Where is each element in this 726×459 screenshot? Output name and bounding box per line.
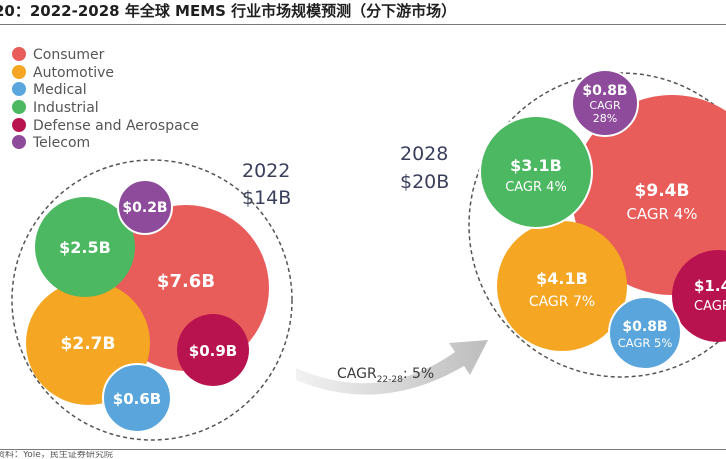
growth-arrow-shape	[296, 340, 488, 395]
cagr-22-28-label: CAGR22-28: 5%	[337, 366, 434, 385]
legend-label: Defense and Aerospace	[33, 118, 199, 134]
bubble-2028-industrial: $3.1B CAGR 4%	[479, 115, 593, 229]
bubble-value-label: $0.9B	[189, 342, 237, 360]
bubble-circle	[497, 221, 627, 351]
bubble-value-label: $9.4B	[635, 181, 690, 201]
bubble-circle	[117, 179, 173, 235]
title-divider	[0, 24, 726, 25]
bubble-value-label: $3.1B	[510, 156, 562, 175]
legend-swatch	[12, 47, 26, 61]
legend-swatch	[12, 82, 26, 96]
legend-swatch	[12, 100, 26, 114]
bubble-value-label: $0.8B	[582, 83, 627, 99]
bubble-2028-telecom: $0.8B CAGR 28%	[571, 69, 639, 137]
bubble-2028-medical: $0.8B CAGR 5%	[608, 296, 682, 370]
bubble-2022-medical: $0.6B	[102, 363, 172, 433]
year-label-2028: 2028	[400, 143, 448, 165]
bubble-circle	[35, 197, 135, 297]
legend-item-defense: Defense and Aerospace	[12, 118, 199, 134]
bubble-2022-defense: $0.9B	[177, 314, 249, 386]
bubble-value-label: $0.8B	[622, 319, 667, 335]
bubble-circle	[571, 69, 639, 137]
legend-swatch	[12, 135, 26, 149]
bubble-cagr-label: CAGR	[694, 299, 726, 314]
legend-label: Consumer	[33, 47, 105, 63]
bubble-cagr-label: 28%	[593, 112, 617, 125]
legend-swatch	[12, 65, 26, 79]
bubble-value-label: $4.1B	[536, 269, 588, 288]
bubble-circle	[672, 250, 726, 342]
bubble-2028-automotive: $4.1B CAGR 7%	[497, 221, 627, 351]
bubble-cagr-label: CAGR	[589, 99, 621, 112]
total-label-2028: $20B	[400, 171, 449, 193]
bubble-circle	[479, 115, 593, 229]
legend-swatch	[12, 118, 26, 132]
bubble-value-label: $1.4	[694, 277, 726, 295]
bubble-value-label: $0.2B	[122, 200, 167, 216]
legend-label: Industrial	[33, 100, 99, 116]
year-label-2022: 2022	[242, 160, 290, 182]
total-label-2022: $14B	[242, 187, 291, 209]
legend-item-consumer: Consumer	[12, 47, 105, 63]
bubble-2028-defense: $1.4 CAGR	[672, 250, 726, 342]
growth-arrow: CAGR22-28: 5%	[296, 340, 488, 395]
footer-divider	[0, 449, 726, 450]
bubble-value-label: $7.6B	[157, 271, 215, 292]
bubble-cagr-label: CAGR 4%	[626, 205, 697, 223]
bubble-circle	[608, 296, 682, 370]
bubble-cagr-label: CAGR 5%	[618, 336, 673, 350]
chart-title: 20：2022-2028 年全球 MEMS 行业市场规模预测（分下游市场）	[0, 2, 457, 20]
legend-item-medical: Medical	[12, 82, 87, 98]
bubble-value-label: $2.7B	[61, 334, 116, 354]
bubble-value-label: $0.6B	[113, 390, 161, 408]
legend-label: Medical	[33, 82, 87, 98]
bubble-cluster-2028: $9.4B CAGR 4% $4.1B CAGR 7% $3.1B CAGR 4…	[468, 69, 726, 378]
legend-label: Telecom	[32, 135, 90, 151]
bubble-2022-industrial: $2.5B	[35, 197, 135, 297]
bubble-value-label: $2.5B	[59, 238, 111, 257]
bubble-cagr-label: CAGR 4%	[505, 180, 567, 195]
legend: Consumer Automotive Medical Industrial D…	[12, 47, 199, 151]
bubble-cagr-label: CAGR 7%	[529, 294, 595, 310]
source-note: 资料：Yole，民生证券研究院	[0, 451, 113, 459]
legend-item-telecom: Telecom	[12, 135, 90, 151]
legend-item-automotive: Automotive	[12, 65, 114, 81]
bubble-circle	[102, 363, 172, 433]
bubble-2022-telecom: $0.2B	[117, 179, 173, 235]
bubble-cluster-2022: $7.6B $2.7B $2.5B $0.9B $0.6B $0.2B	[11, 159, 293, 441]
legend-label: Automotive	[33, 65, 114, 81]
bubble-circle	[177, 314, 249, 386]
legend-item-industrial: Industrial	[12, 100, 99, 116]
cluster-outline-2022	[11, 159, 293, 441]
